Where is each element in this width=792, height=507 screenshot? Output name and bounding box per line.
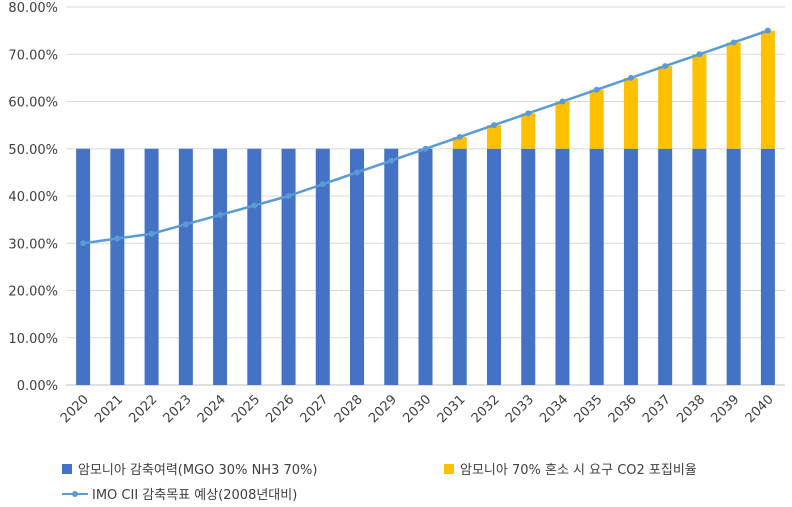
bar-ammonia-reduction: [178, 148, 193, 385]
data-point-imo-cii-target: [764, 27, 771, 34]
bar-ammonia-reduction: [418, 148, 433, 385]
data-point-imo-cii-target: [696, 51, 703, 58]
legend-swatch-imo-cii-target: [62, 489, 88, 499]
x-tick-label: 2032: [469, 392, 503, 426]
data-point-imo-cii-target: [662, 63, 669, 70]
x-tick-label: 2025: [229, 392, 263, 426]
x-tick-label: 2023: [161, 392, 195, 426]
data-point-imo-cii-target: [559, 98, 566, 105]
data-point-imo-cii-target: [422, 145, 429, 152]
bar-ammonia-reduction: [486, 148, 501, 385]
bar-ammonia-reduction: [623, 148, 638, 385]
bar-co2-capture: [658, 66, 673, 149]
bar-ammonia-reduction: [692, 148, 707, 385]
bar-ammonia-reduction: [110, 148, 125, 385]
x-tick-label: 2031: [435, 392, 469, 426]
bar-ammonia-reduction: [726, 148, 741, 385]
data-point-imo-cii-target: [148, 230, 155, 237]
x-tick-label: 2028: [332, 392, 366, 426]
bar-ammonia-reduction: [247, 148, 262, 385]
data-point-imo-cii-target: [627, 74, 634, 81]
legend-item-imo-cii-target: IMO CII 감축목표 예상(2008년대비): [62, 484, 297, 503]
bar-ammonia-reduction: [315, 148, 330, 385]
bar-ammonia-reduction: [213, 148, 228, 385]
y-tick-label: 0.00%: [17, 379, 58, 394]
bar-ammonia-reduction: [555, 148, 570, 385]
legend-item-ammonia-reduction: 암모니아 감축여력(MGO 30% NH3 70%): [62, 459, 317, 478]
bar-ammonia-reduction: [760, 148, 775, 385]
data-point-imo-cii-target: [456, 133, 463, 140]
data-point-imo-cii-target: [80, 240, 87, 247]
y-tick-label: 60.00%: [8, 96, 58, 111]
x-tick-label: 2022: [126, 392, 160, 426]
bar-ammonia-reduction: [589, 148, 604, 385]
data-point-imo-cii-target: [388, 157, 395, 164]
y-tick-label: 70.00%: [8, 48, 58, 63]
bar-co2-capture: [692, 54, 707, 149]
data-point-imo-cii-target: [182, 221, 189, 228]
x-tick-label: 2029: [366, 392, 400, 426]
y-tick-label: 40.00%: [8, 190, 58, 205]
x-tick-label: 2040: [743, 392, 777, 426]
bar-ammonia-reduction: [521, 148, 536, 385]
legend-label-co2-capture: 암모니아 70% 혼소 시 요구 CO2 포집비율: [460, 463, 697, 478]
x-tick-label: 2020: [58, 392, 92, 426]
y-tick-label: 10.00%: [8, 332, 58, 347]
data-point-imo-cii-target: [525, 110, 532, 117]
data-point-imo-cii-target: [593, 86, 600, 93]
bar-co2-capture: [452, 136, 467, 149]
data-point-imo-cii-target: [114, 235, 121, 242]
x-tick-label: 2039: [708, 392, 742, 426]
legend-swatch-co2-capture: [444, 463, 454, 474]
bar-ammonia-reduction: [384, 148, 399, 385]
bar-ammonia-reduction: [452, 148, 467, 385]
data-point-imo-cii-target: [319, 181, 326, 188]
x-tick-label: 2030: [400, 392, 434, 426]
legend-label-imo-cii-target: IMO CII 감축목표 예상(2008년대비): [92, 488, 298, 503]
bar-ammonia-reduction: [658, 148, 673, 385]
bar-ammonia-reduction: [350, 148, 365, 385]
x-tick-label: 2038: [674, 392, 708, 426]
y-tick-label: 50.00%: [8, 143, 58, 158]
x-tick-label: 2034: [537, 392, 571, 426]
bar-co2-capture: [726, 42, 741, 149]
legend-swatch-ammonia-reduction: [62, 463, 72, 474]
data-point-imo-cii-target: [217, 211, 224, 218]
bar-co2-capture: [486, 125, 501, 149]
x-tick-label: 2033: [503, 392, 537, 426]
x-tick-label: 2026: [263, 392, 297, 426]
x-tick-label: 2021: [92, 392, 126, 426]
y-tick-label: 80.00%: [8, 1, 58, 16]
bar-co2-capture: [589, 89, 604, 149]
data-point-imo-cii-target: [354, 169, 361, 176]
x-tick-label: 2035: [572, 392, 606, 426]
bar-co2-capture: [623, 77, 638, 149]
bar-co2-capture: [555, 101, 570, 149]
legend-label-ammonia-reduction: 암모니아 감축여력(MGO 30% NH3 70%): [78, 463, 318, 478]
x-tick-label: 2037: [640, 392, 674, 426]
x-tick-label: 2036: [606, 392, 640, 426]
data-point-imo-cii-target: [730, 39, 737, 46]
bar-co2-capture: [521, 113, 536, 149]
x-tick-label: 2027: [298, 392, 332, 426]
bar-co2-capture: [760, 30, 775, 149]
bar-ammonia-reduction: [144, 148, 159, 385]
data-point-imo-cii-target: [251, 202, 258, 209]
data-point-imo-cii-target: [285, 193, 292, 199]
x-tick-label: 2024: [195, 392, 229, 426]
bar-ammonia-reduction: [76, 148, 91, 385]
bar-ammonia-reduction: [281, 148, 296, 385]
y-tick-label: 20.00%: [8, 285, 58, 300]
data-point-imo-cii-target: [490, 122, 497, 129]
y-tick-label: 30.00%: [8, 237, 58, 252]
legend-item-co2-capture: 암모니아 70% 혼소 시 요구 CO2 포집비율: [444, 459, 697, 478]
